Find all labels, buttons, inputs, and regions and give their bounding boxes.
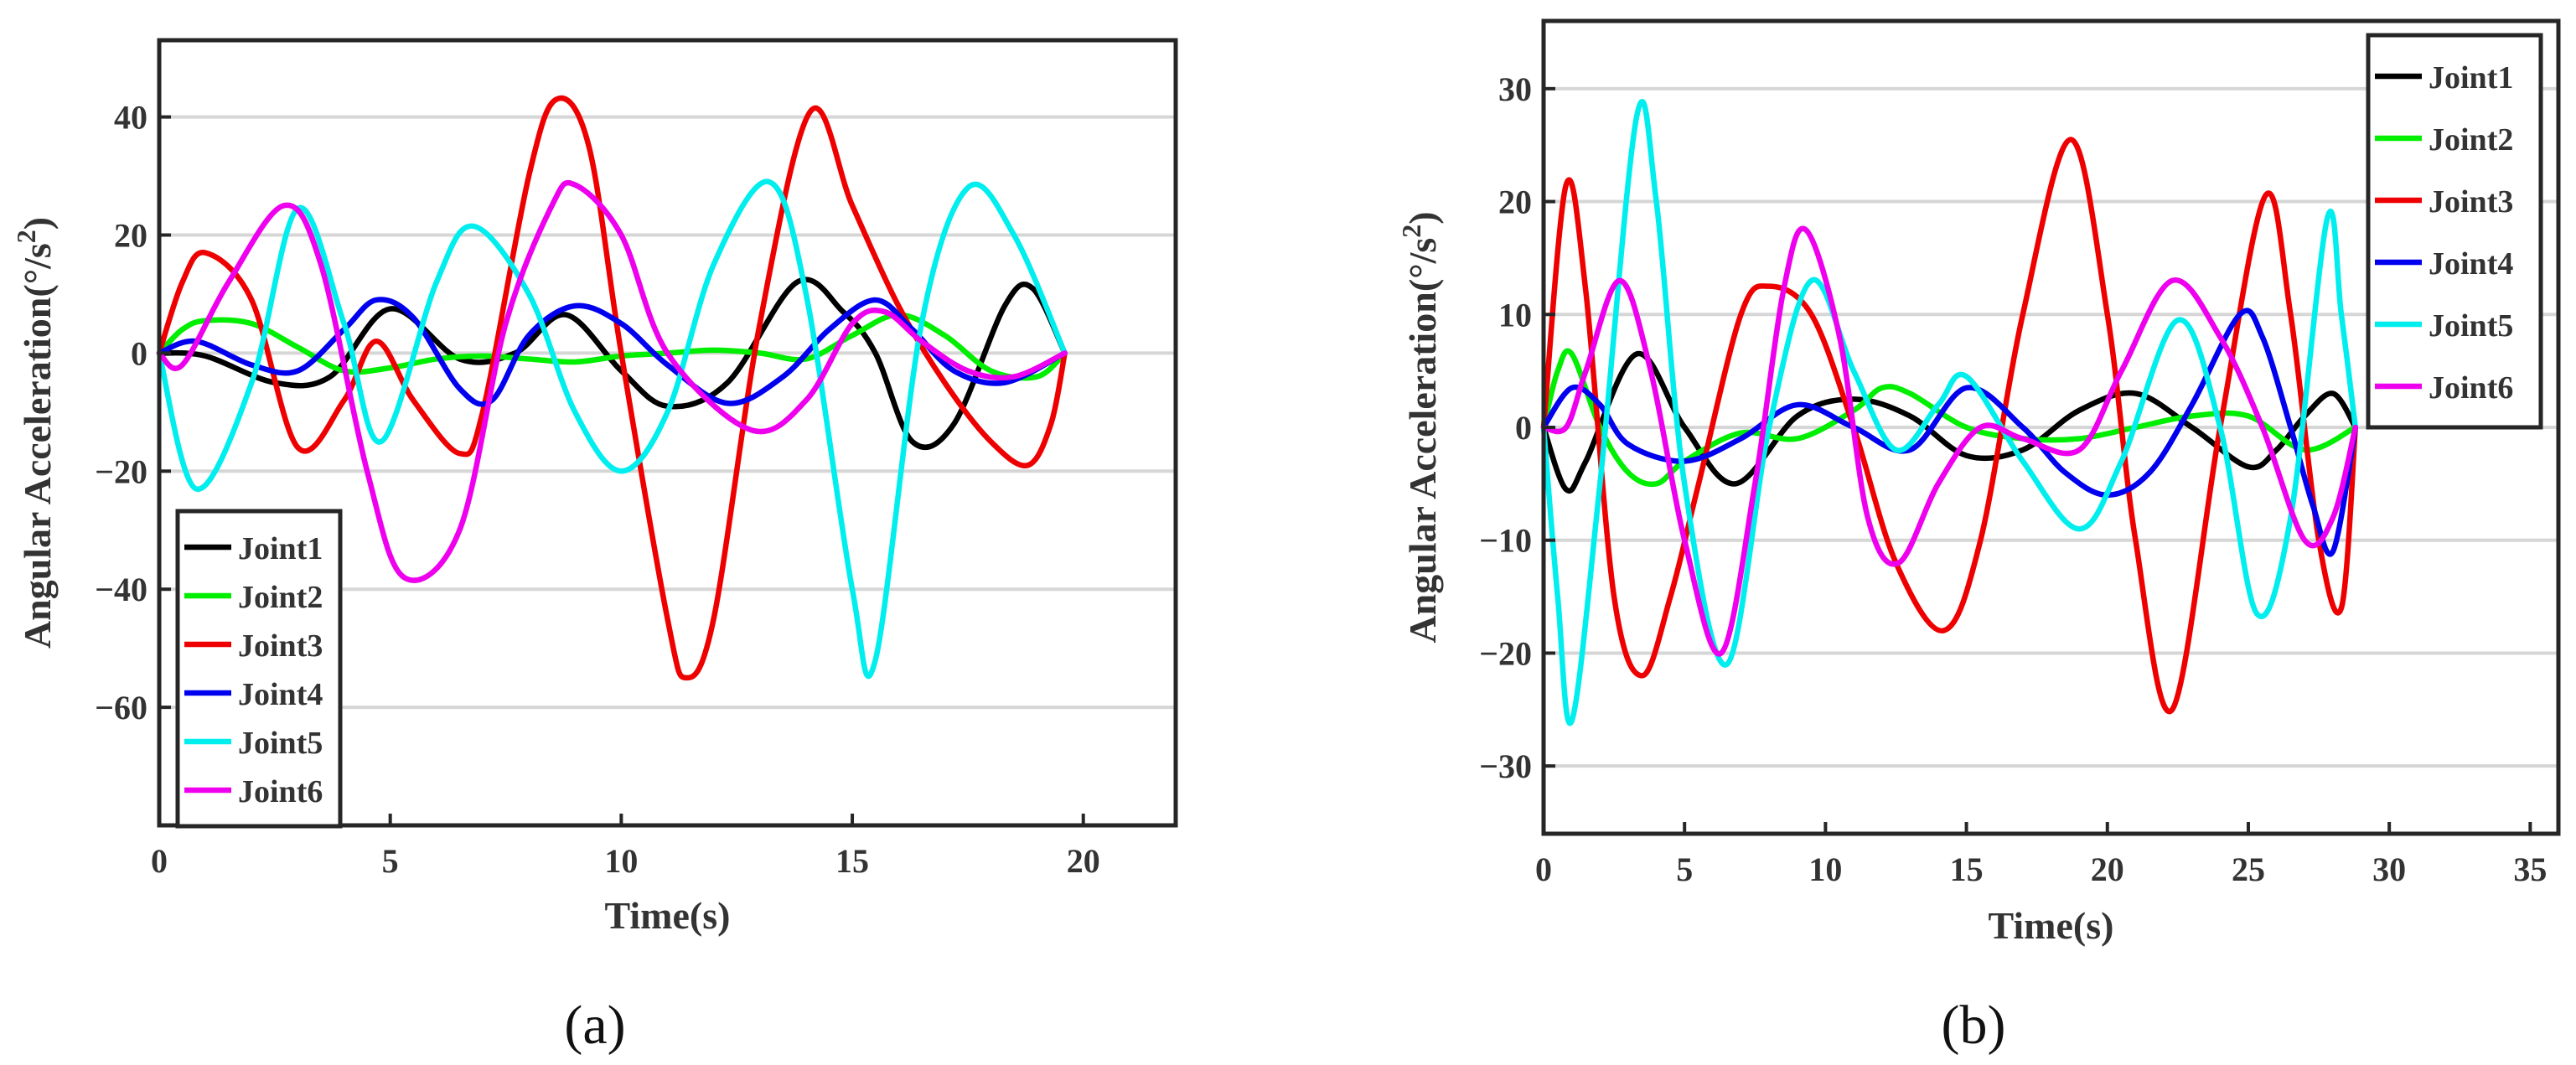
x-tick-label: 0 [1535,850,1552,888]
legend-label-joint5: Joint5 [238,726,323,761]
y-tick-label: −20 [1479,634,1532,672]
series-line-joint6 [1540,225,2359,657]
y-axis-label-close: ) [1401,211,1444,224]
legend-label-joint2: Joint2 [2429,122,2513,158]
series-line-joint1 [156,277,1068,451]
x-tick-label: 15 [1950,850,1984,888]
series-line-joint2 [1540,348,2359,488]
chart-panel-b: 0 5 10 15 20 25 30 35 −30 −20 −10 0 10 20 30 Time(s) Ang… [1396,18,2561,947]
series-line-joint2 [156,312,1068,381]
x-tick-label: 5 [382,842,399,880]
legend-label-joint6: Joint6 [238,774,323,809]
y-axis-label-superscript: 2 [1396,225,1426,238]
x-axis-label: Time(s) [605,894,731,937]
legend: Joint1 Joint2 Joint3 Joint4 Joint5 Joint6 [2366,33,2543,430]
series-line-joint5 [156,178,1068,680]
series-line-joint4 [156,297,1068,407]
series-line-joint5 [1540,99,2359,726]
x-tick-label: 10 [1808,850,1842,888]
legend-label-joint3: Joint3 [2429,184,2513,220]
legend-label-joint4: Joint4 [2429,246,2513,282]
y-axis-label: Angular Acceleration(°/s2) [1396,211,1444,643]
x-axis-label: Time(s) [1989,904,2114,947]
legend-label-joint3: Joint3 [238,628,323,664]
legend-label-joint1: Joint1 [238,531,323,566]
series-line-joint4 [1540,308,2359,557]
panel-label-b: (b) [1942,995,2006,1056]
y-tick-label: −10 [1479,522,1532,560]
legend: Joint1 Joint2 Joint3 Joint4 Joint5 Joint6 [175,509,343,829]
x-tick-label: 20 [2091,850,2124,888]
series-line-joint3 [156,95,1068,681]
x-tick-label: 10 [604,842,638,880]
x-tick-label: 30 [2372,850,2406,888]
series-line-joint1 [1540,350,2359,494]
y-axis-label-superscript: 2 [11,230,41,243]
y-tick-label: 10 [1498,296,1532,333]
y-tick-label: −20 [95,452,147,490]
panel-label-a: (a) [564,995,625,1056]
legend-box [175,509,343,829]
legend-label-joint6: Joint6 [2429,370,2513,406]
x-tick-label: 15 [835,842,869,880]
y-axis-label-main: Angular Acceleration(°/s [16,243,59,649]
x-tick-label: 35 [2513,850,2547,888]
y-axis-label-close: ) [16,217,59,230]
legend-label-joint4: Joint4 [238,677,323,712]
axes-frame [157,38,1178,828]
legend-label-joint1: Joint1 [2429,60,2513,96]
x-tick-label: 0 [151,842,168,880]
chart-panel-a: 0 5 10 15 20 −60 −40 −20 0 20 40 Time(s) Angular Acc… [11,38,1178,937]
y-tick-label: −60 [95,689,147,726]
series-line-joint3 [1540,137,2359,715]
y-tick-label: −30 [1479,747,1532,785]
series-line-joint6 [156,179,1068,583]
y-tick-label: −40 [95,571,147,608]
y-axis-label: Angular Acceleration(°/s2) [11,217,59,649]
x-tick-label: 20 [1067,842,1100,880]
x-tick-label: 5 [1676,850,1693,888]
y-tick-label: 0 [131,334,147,372]
legend-label-joint5: Joint5 [2429,308,2513,344]
y-axis-label-main: Angular Acceleration(°/s [1401,238,1444,644]
y-tick-label: 30 [1498,70,1532,108]
y-tick-label: 20 [1498,184,1532,221]
y-tick-label: 20 [114,216,147,254]
legend-label-joint2: Joint2 [238,580,323,615]
legend-box [2366,33,2543,430]
y-tick-label: 0 [1515,409,1532,447]
x-tick-label: 25 [2232,850,2265,888]
y-tick-label: 40 [114,99,147,137]
